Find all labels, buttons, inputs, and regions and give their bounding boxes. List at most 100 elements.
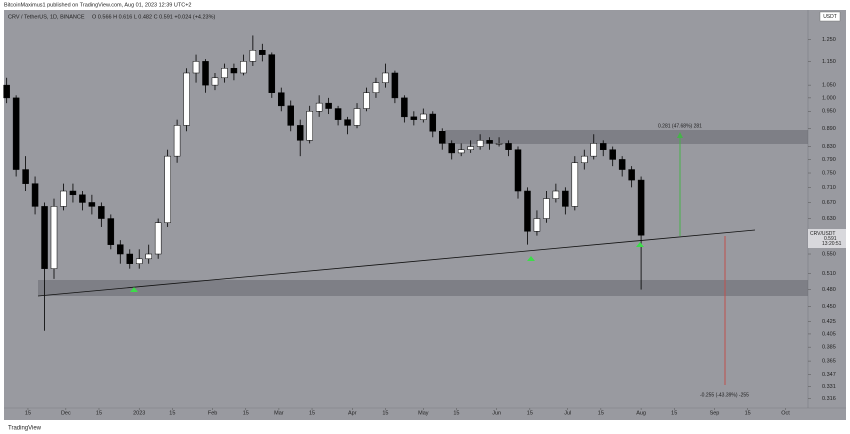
x-tick-label: 15 — [243, 410, 249, 416]
price-label-countdown: 13:20:51 — [822, 241, 842, 247]
candle-body — [135, 258, 143, 264]
candle-body — [117, 244, 124, 255]
candle-body — [164, 155, 171, 223]
candle-body — [590, 143, 598, 157]
candle-body — [12, 97, 20, 170]
bounce-marker — [527, 256, 535, 261]
bounce-marker — [636, 242, 644, 247]
x-tick-label: Dec — [61, 410, 71, 416]
candle-body — [98, 206, 105, 219]
candle-body — [448, 143, 455, 154]
x-tick-label: Jul — [564, 410, 571, 416]
x-tick-label: Apr — [348, 410, 357, 416]
candle-body — [543, 198, 550, 219]
candle-body — [3, 84, 10, 99]
y-tick-label: 0.890 — [822, 126, 836, 132]
x-tick-label: 15 — [453, 410, 459, 416]
candle-body — [240, 61, 247, 74]
x-tick-label: 15 — [96, 410, 102, 416]
candle-body — [401, 97, 408, 118]
candle-body — [382, 72, 389, 83]
x-tick-label: 15 — [598, 410, 604, 416]
chart-background — [4, 10, 846, 420]
x-tick-label: 15 — [745, 410, 751, 416]
candle-body — [41, 206, 48, 269]
y-tick-label: 0.710 — [822, 185, 836, 191]
candle-body — [467, 146, 474, 150]
y-tick-label: 0.790 — [822, 157, 836, 163]
candle-body — [344, 119, 351, 126]
x-tick-label: Feb — [208, 410, 217, 416]
candle-body — [126, 253, 134, 264]
candle-body — [230, 68, 238, 74]
candle-body — [438, 131, 446, 144]
candle-body — [562, 190, 569, 207]
publisher-note: BitcoinMaximus1 published on TradingView… — [4, 2, 191, 8]
x-tick-label: 15 — [527, 410, 533, 416]
candle-body — [88, 202, 96, 207]
x-tick-label: Jun — [492, 410, 501, 416]
x-tick-label: 15 — [671, 410, 677, 416]
symbol-title: CRV / TetherUS, 1D, BINANCE — [8, 14, 85, 20]
resistance-zone — [445, 130, 808, 144]
candle-body — [31, 183, 39, 207]
candle-body — [268, 54, 276, 93]
y-tick-label: 1.150 — [822, 59, 836, 65]
trendline — [37, 229, 756, 297]
y-tick-label: 1.050 — [822, 83, 836, 89]
candle-body — [107, 218, 115, 245]
x-tick-label: Aug — [636, 410, 646, 416]
candle-body — [476, 140, 484, 147]
candle-body — [628, 169, 635, 181]
candle-body — [609, 149, 616, 160]
candle-body — [571, 162, 579, 207]
x-tick-label: 15 — [309, 410, 315, 416]
candle-body — [495, 143, 503, 145]
candle-body — [315, 102, 323, 112]
candle-body — [457, 149, 465, 154]
currency-box — [819, 11, 841, 22]
zones — [38, 130, 808, 296]
candle-body — [154, 222, 162, 255]
y-tick-label: 0.630 — [822, 216, 836, 222]
x-tick-label: Sep — [710, 410, 720, 416]
quote: O 0.566 H 0.616 L 0.482 C 0.591 +0.024 (… — [92, 14, 215, 20]
candle-body — [249, 50, 257, 62]
x-tick-label: May — [418, 410, 429, 416]
y-tick-label: 0.316 — [822, 396, 836, 402]
y-tick-label: 0.405 — [822, 331, 836, 337]
footer-logo: TradingView — [8, 426, 42, 432]
candle-body — [221, 68, 228, 79]
support-zone — [38, 280, 808, 296]
candle-body — [202, 61, 209, 86]
y-tick-label: 0.950 — [822, 109, 836, 115]
y-tick-label: 0.385 — [822, 345, 836, 351]
y-tick-label: 0.331 — [822, 384, 836, 390]
candle-body — [533, 218, 541, 232]
candle-body — [183, 72, 190, 126]
candle-body — [211, 77, 219, 86]
candle-body — [581, 155, 588, 164]
candle-body — [296, 125, 304, 141]
x-tick-label: 15 — [169, 410, 175, 416]
candle-body — [306, 111, 313, 141]
price-label-symbol: CRV/USDT — [810, 231, 835, 237]
x-tick-label: Mar — [274, 410, 284, 416]
candle-body — [372, 82, 380, 93]
candle-body — [429, 113, 437, 132]
annotation-down: -0.255 (-43.39%) -255 — [700, 392, 749, 398]
candle-body — [618, 159, 626, 170]
x-tick-label: 2023 — [133, 410, 145, 416]
candle-body — [69, 190, 77, 196]
candle-body — [22, 169, 29, 184]
candle-body — [599, 143, 607, 150]
candle-body — [287, 105, 294, 126]
target-up-head — [677, 132, 683, 138]
candle-body — [637, 179, 645, 236]
candle-body — [334, 108, 342, 120]
y-tick-label: 1.000 — [822, 95, 836, 101]
price-label-box — [808, 229, 846, 248]
y-tick-label: 0.670 — [822, 200, 836, 206]
candle-body — [524, 190, 531, 232]
